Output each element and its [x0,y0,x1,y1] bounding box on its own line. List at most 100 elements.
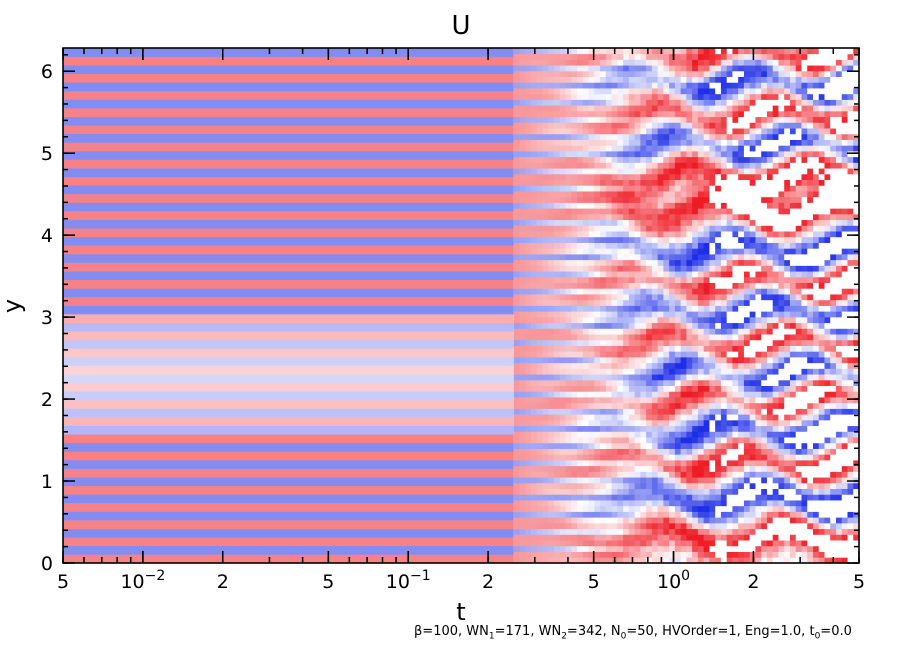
heatmap-cell [755,156,762,163]
heatmap-cell [789,316,797,324]
heatmap-cell [778,294,785,301]
heatmap-cell [680,528,687,535]
heatmap-cell [542,105,549,112]
heatmap-cell [577,408,584,415]
heatmap-cell [611,53,618,60]
heatmap-cell [617,53,624,60]
heatmap-cell [703,442,710,449]
early-stripe [63,391,514,401]
heatmap-cell [634,288,641,295]
heatmap-cell [709,505,716,512]
heatmap-cell [640,465,647,472]
heatmap-cell [801,48,808,55]
heatmap-cell [513,500,520,507]
heatmap-cell [795,196,802,203]
heatmap-cell [738,162,745,169]
heatmap-cell [761,385,768,392]
heatmap-cell [738,116,745,123]
heatmap-cell [519,328,526,335]
heatmap-cell [519,236,526,243]
heatmap-cell [674,76,682,83]
heatmap-cell [582,282,589,289]
heatmap-cell [709,316,716,324]
heatmap-cell [525,59,532,66]
heatmap-cell [743,151,751,158]
heatmap-cell [784,425,791,432]
heatmap-cell [554,82,561,89]
heatmap-cell [525,196,532,203]
heatmap-cell [789,460,797,467]
heatmap-cell [669,322,676,329]
heatmap-cell [761,179,768,186]
heatmap-cell [709,322,716,329]
heatmap-cell [755,385,762,392]
early-stripe [63,348,514,358]
heatmap-cell [761,534,768,541]
heatmap-cell [657,391,664,398]
heatmap-cell [807,488,814,495]
heatmap-cell [594,500,601,507]
heatmap-cell [692,305,699,312]
heatmap-cell [772,482,779,490]
heatmap-cell [772,265,779,272]
heatmap-cell [582,477,589,484]
heatmap-cell [697,162,705,169]
heatmap-cell [686,357,693,364]
heatmap-cell [738,288,745,295]
heatmap-cell [784,59,791,66]
heatmap-cell [617,322,624,329]
heatmap-cell [749,88,756,95]
heatmap-cell [623,500,630,507]
heatmap-cell [709,116,716,123]
heatmap-cell [634,294,641,301]
early-stripe [63,442,514,452]
heatmap-cell [709,179,716,186]
heatmap-cell [784,265,791,272]
heatmap-cell [738,522,745,530]
heatmap-cell [766,48,774,55]
heatmap-cell [795,379,802,387]
heatmap-cell [778,460,785,467]
heatmap-cell [600,500,607,507]
heatmap-cell [525,76,532,83]
heatmap-cell [669,465,676,472]
heatmap-cell [732,236,739,243]
heatmap-cell [646,122,653,129]
heatmap-cell [709,334,716,341]
heatmap-cell [657,53,664,60]
heatmap-cell [697,99,705,106]
heatmap-cell [657,265,664,272]
heatmap-cell [669,397,676,404]
heatmap-cell [738,425,745,432]
heatmap-cell [778,311,785,318]
heatmap-cell [657,419,664,427]
heatmap-cell [720,185,728,192]
heatmap-cell [577,294,584,301]
heatmap-cell [669,545,676,552]
heatmap-cell [720,442,728,449]
heatmap-cell [531,70,538,78]
heatmap-cell [525,99,532,106]
heatmap-cell [594,76,601,83]
heatmap-cell [749,442,756,449]
heatmap-cell [513,139,520,146]
heatmap-cell [812,48,820,55]
heatmap-cell [623,128,630,135]
heatmap-cell [536,122,543,129]
heatmap-cell [703,122,710,129]
heatmap-cell [789,414,797,421]
heatmap-cell [634,482,641,490]
heatmap-cell [565,322,572,329]
heatmap-cell [807,122,814,129]
heatmap-cell [588,82,595,89]
heatmap-cell [726,299,733,306]
heatmap-cell [726,494,733,501]
heatmap-cell [726,362,733,369]
heatmap-cell [663,431,670,438]
heatmap-cell [640,482,647,490]
heatmap-cell [795,557,802,564]
heatmap-cell [812,179,820,186]
heatmap-cell [755,145,762,152]
heatmap-cell [605,105,613,112]
heatmap-cell [531,259,538,266]
